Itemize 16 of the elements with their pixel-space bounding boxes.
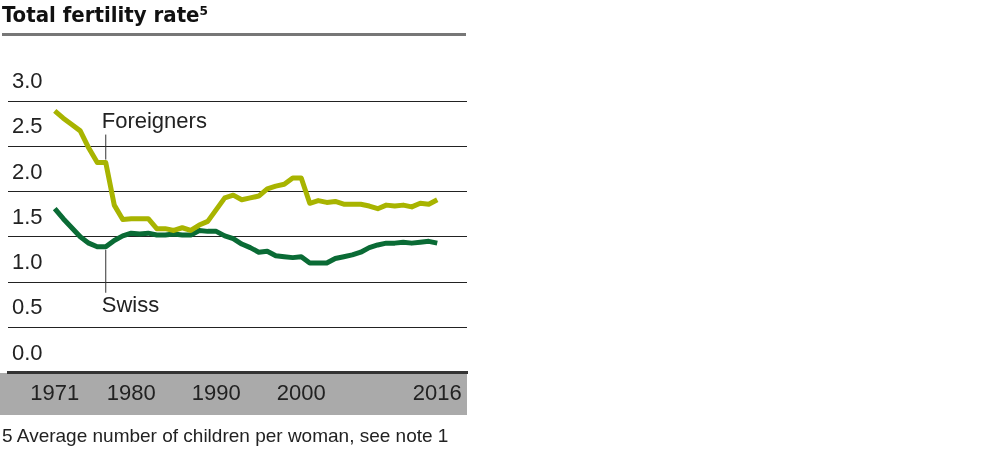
y-tick-label: 1.5 [12,203,43,229]
text: 5 Average number of children per woman, see note 1 [2,425,449,447]
y-tick-label: 1.0 [12,249,43,275]
x-tick-label: 2016 [412,379,462,405]
x-tick-label: 1980 [106,379,156,405]
text: Swiss [101,291,160,317]
x-tick-label: 1990 [191,379,241,405]
y-tick-label: 0.5 [12,294,43,320]
y-tick-label: 0.0 [12,339,43,365]
chart-title: Total fertility rate⁵ [2,2,466,36]
x-tick-label: 1971 [30,379,80,405]
y-tick-label: 3.0 [12,68,43,94]
y-tick-label: 2.0 [12,158,43,184]
series-label: Foreigners [101,107,207,133]
y-tick-label: 2.5 [12,113,43,139]
x-tick-label: 2000 [276,379,326,405]
